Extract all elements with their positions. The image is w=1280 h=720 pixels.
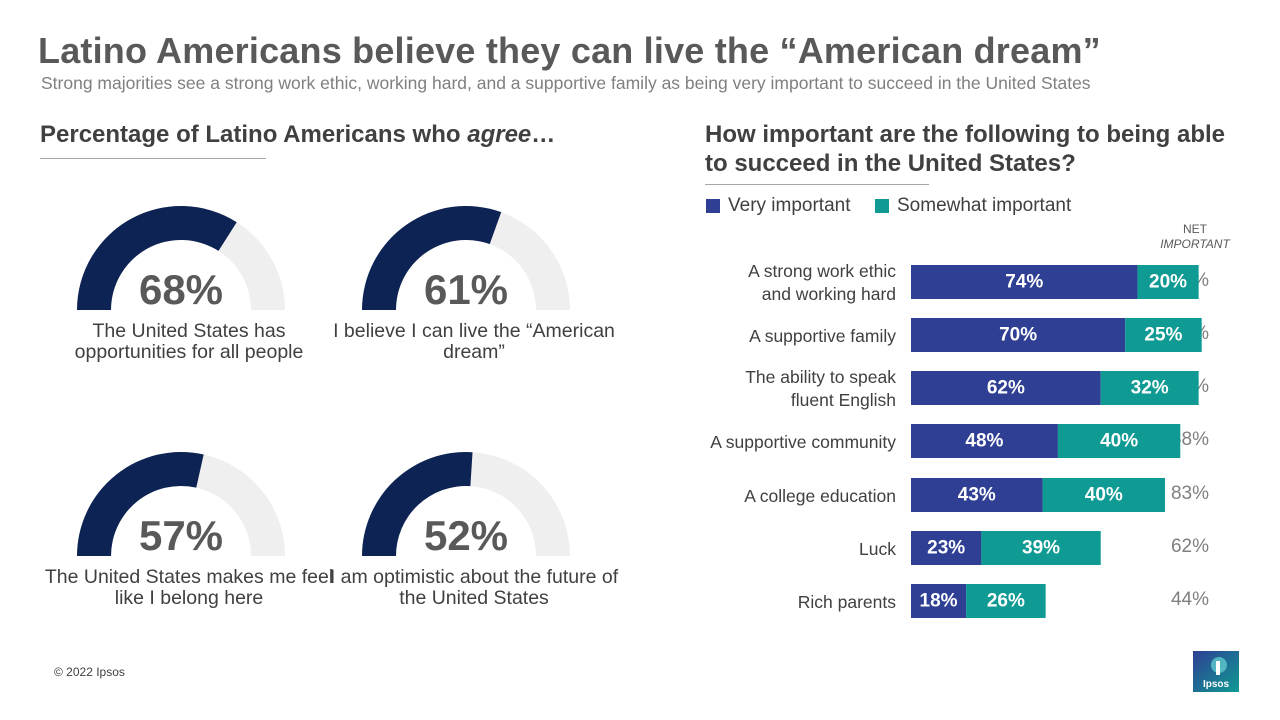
bar-somewhat-important [1137,265,1199,299]
bar-very-important [911,424,1058,458]
somewhat-important-swatch [875,199,889,213]
category-label-line: Luck [859,538,896,559]
category-label-line: fluent English [790,390,896,410]
bar-label-very-important: 48% [965,431,1003,452]
bar-label-very-important: 23% [927,538,965,559]
page-title: Latino Americans believe they can live t… [38,30,1101,71]
bar-somewhat-important [1100,371,1199,405]
gauge-value: 57% [138,512,224,559]
bar-label-very-important: 70% [999,325,1037,346]
category-label-line: A supportive family [749,325,896,346]
legend-label-somewhat-important: Somewhat important [897,195,1072,216]
category-label: The ability to speak fluent English [745,366,896,412]
net-heading-line1: NET [1183,222,1207,236]
bar-somewhat-important [966,584,1046,618]
category-label: A supportive community [710,431,896,454]
gauge-value: 68% [138,266,224,313]
legend-label-very-important: Very important [728,195,851,216]
bar-label-somewhat-important: 39% [1022,538,1060,559]
category-label-line: A strong work ethic [748,261,896,281]
right-heading-rule [705,184,929,185]
category-label-line: The ability to speak [745,367,896,387]
bar-very-important [911,531,982,565]
gauge-fill [77,451,204,556]
gauge-fill [362,205,502,310]
net-important-value: 62% [1170,536,1210,557]
gauge-caption: I believe I can live the “American dream… [333,320,615,363]
left-heading-prefix: Percentage of Latino Americans who [40,121,468,148]
left-section-heading: Percentage of Latino Americans who agree… [40,120,555,149]
bar-somewhat-important [1042,478,1165,512]
gauge-fill [362,452,473,556]
left-heading-emphasis: agree [467,121,532,148]
very-important-swatch [706,199,720,213]
bar-label-somewhat-important: 20% [1149,272,1187,293]
bar-somewhat-important [1057,424,1181,458]
category-label: A strong work ethic and working hard [748,260,896,306]
legend-item-very-important: Very important [706,195,851,217]
bar-label-very-important: 43% [958,485,996,506]
bar-label-somewhat-important: 26% [987,591,1025,612]
left-heading-rule [40,158,266,159]
bar-label-very-important: 18% [920,591,958,612]
right-section-heading: How important are the following to being… [705,121,1226,177]
ipsos-logo: Ipsos [1193,651,1239,692]
bar-somewhat-important [981,531,1101,565]
bar-very-important [911,265,1138,299]
category-label: A college education [744,485,896,508]
category-label-line: A college education [744,485,896,506]
bar-label-very-important: 74% [1005,272,1043,293]
gauge-value: 52% [423,512,509,559]
page-subtitle: Strong majorities see a strong work ethi… [41,73,1091,93]
bar-label-very-important: 62% [987,378,1025,399]
bar-very-important [911,584,967,618]
bar-very-important [911,478,1043,512]
copyright: © 2022 Ipsos [54,665,125,679]
net-important-value: 88% [1170,429,1210,450]
net-important-heading: NET IMPORTANT [1140,222,1250,252]
gauge-fill [77,206,237,310]
category-label: A supportive family [749,325,896,348]
bar-somewhat-important [1125,318,1202,352]
bar-label-somewhat-important: 40% [1100,431,1138,452]
category-label: Luck [859,538,896,561]
gauge-value: 61% [423,266,509,313]
svg-text:Ipsos: Ipsos [1203,679,1230,690]
gauge-caption: The United States has opportunities for … [74,320,304,363]
net-important-value: 83% [1170,483,1210,504]
category-label-line: Rich parents [797,591,896,612]
left-heading-suffix: … [531,121,556,148]
net-important-value: 44% [1170,589,1210,610]
bar-label-somewhat-important: 25% [1144,325,1182,346]
category-label-line: A supportive community [710,431,896,452]
bar-very-important [911,318,1126,352]
legend-item-somewhat-important: Somewhat important [875,195,1071,217]
gauge-caption: I am optimistic about the future of the … [329,566,619,609]
gauge-caption: The United States makes me feel like I b… [44,566,334,609]
bar-label-somewhat-important: 32% [1131,378,1169,399]
bar-very-important [911,371,1101,405]
category-label-line: and working hard [761,284,896,304]
net-heading-line2: IMPORTANT [1160,237,1230,251]
category-label: Rich parents [798,591,896,614]
bar-label-somewhat-important: 40% [1085,485,1123,506]
